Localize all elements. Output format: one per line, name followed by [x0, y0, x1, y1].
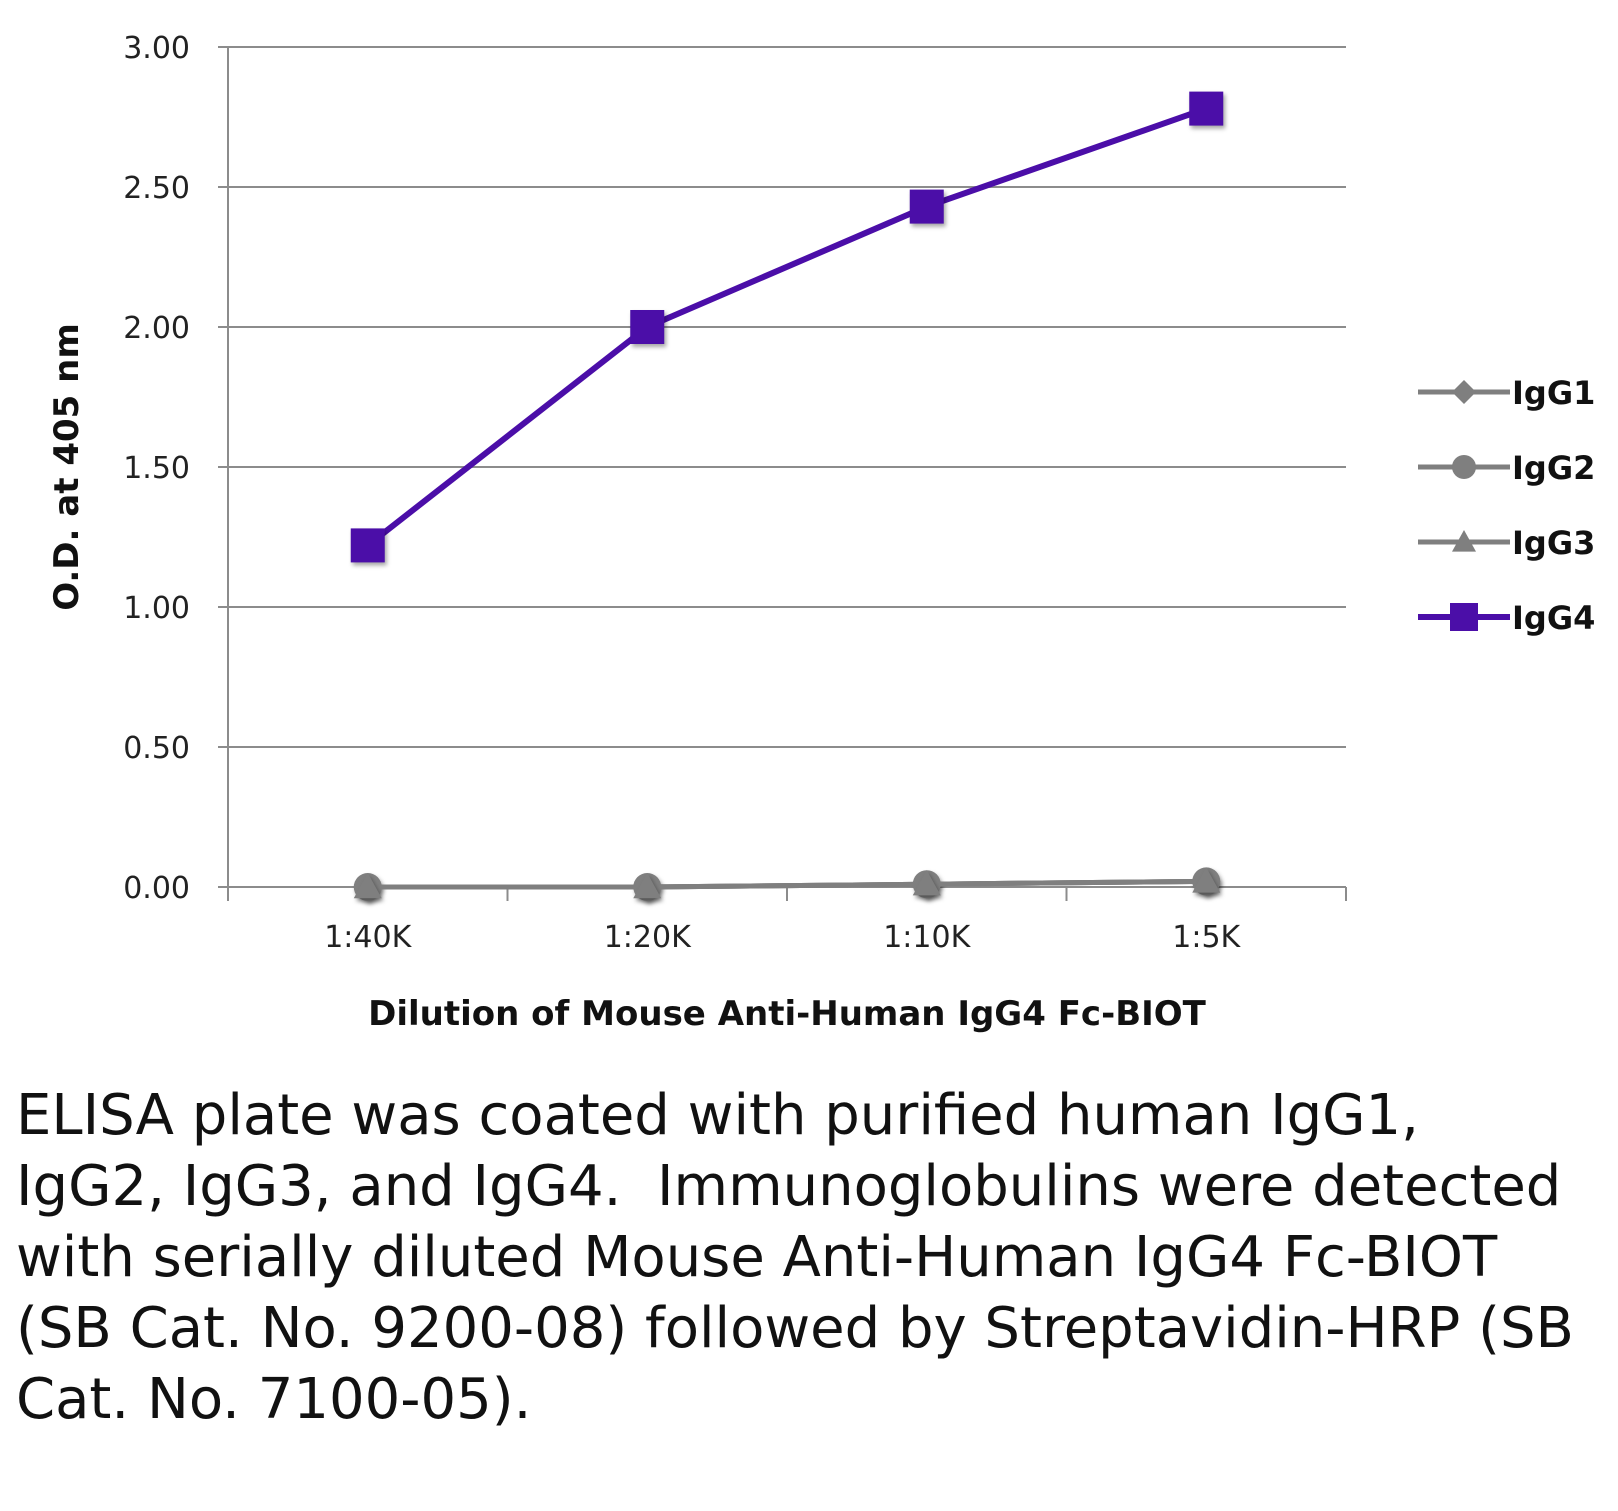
x-tick-labels: 1:40K 1:20K 1:10K 1:5K [324, 920, 1241, 955]
legend-label: IgG4 [1512, 599, 1595, 637]
legend-label: IgG2 [1512, 449, 1595, 487]
gridlines [228, 46, 1346, 748]
data-point [1192, 867, 1221, 893]
x-tick-label: 1:10K [883, 920, 971, 955]
y-tick-label: 0.00 [123, 871, 190, 906]
y-tick-labels: 0.00 0.50 1.00 1.50 2.00 2.50 3.00 [123, 31, 190, 906]
legend-marker [1452, 530, 1476, 552]
y-tick-label: 0.50 [123, 731, 190, 766]
axes [218, 46, 1347, 901]
figure-caption: ELISA plate was coated with purified hum… [16, 1083, 1592, 1432]
legend-item-igg3: IgG3 [1418, 524, 1595, 562]
data-point [633, 873, 662, 899]
series-igg4 [350, 91, 1224, 563]
x-tick-label: 1:40K [324, 920, 412, 955]
elisa-line-chart: 0.000.501.001.502.002.503.00 1:40K 1:20K 1… [47, 31, 1595, 1034]
series-line [365, 105, 1208, 548]
data-point [353, 873, 382, 899]
x-tick-label: 1:5K [1172, 920, 1241, 955]
legend-marker [1452, 380, 1476, 404]
y-tick-label: 3.00 [123, 31, 190, 66]
y-axis-title: O.D. at 405 nm [47, 323, 87, 611]
data-point [630, 310, 665, 344]
y-tick-label: 2.50 [123, 171, 190, 206]
series-line [367, 878, 1207, 890]
y-tick-label: 1.50 [123, 451, 190, 486]
x-axis-title: Dilution of Mouse Anti-Human IgG4 Fc-BIO… [368, 994, 1207, 1034]
legend-marker [1450, 603, 1478, 631]
data-point [909, 189, 944, 224]
legend-label: IgG3 [1512, 524, 1595, 562]
legend-marker [1452, 455, 1476, 479]
data-series [350, 91, 1224, 901]
legend-item-igg2: IgG2 [1418, 449, 1595, 487]
series-igg3 [353, 867, 1221, 899]
legend-item-igg4: IgG4 [1418, 599, 1595, 637]
y-tick-label: 2.00 [123, 311, 190, 346]
legend-item-igg1: IgG1 [1418, 374, 1595, 412]
x-tick-label: 1:20K [604, 920, 692, 955]
data-point [350, 528, 385, 563]
y-tick-label: 1.00 [123, 591, 190, 626]
legend-label: IgG1 [1512, 374, 1595, 412]
data-point [1189, 91, 1224, 126]
data-point [912, 870, 941, 896]
legend: IgG1 IgG2 IgG3 IgG4 [1418, 374, 1595, 637]
